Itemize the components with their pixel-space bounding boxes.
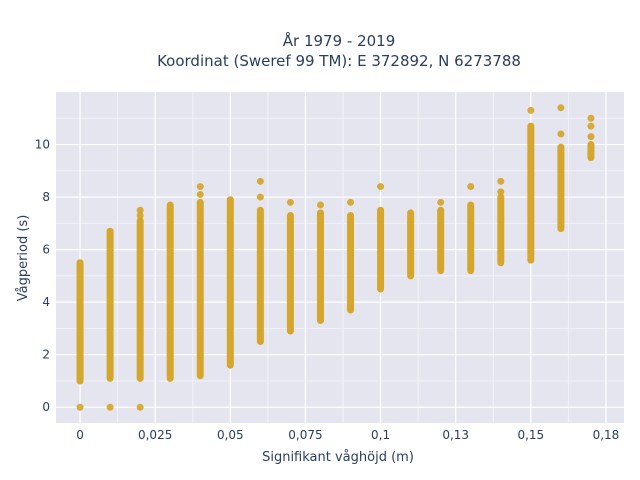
x-tick-label: 0,13 (442, 428, 469, 442)
data-point (587, 114, 595, 122)
y-tick-label: 2 (42, 348, 50, 362)
data-point (256, 193, 264, 201)
data-point (587, 122, 595, 130)
tick-labels: 0 2 4 6 8 10 0 0,025 0,05 0,075 0,1 0,13 0,15 0,18 (35, 138, 620, 442)
data-point (196, 190, 204, 198)
y-axis-title: Vågperiod (s) (16, 215, 31, 302)
data-point (76, 403, 84, 411)
data-point (106, 403, 114, 411)
data-point (467, 183, 475, 191)
y-tick-label: 6 (42, 243, 50, 257)
data-points (76, 104, 595, 411)
data-point (316, 201, 324, 209)
data-point (497, 177, 505, 185)
x-tick-label: 0,05 (217, 428, 244, 442)
data-point (557, 130, 565, 138)
x-axis-title: Signifikant våghöjd (m) (262, 450, 414, 465)
data-point (497, 188, 505, 196)
data-point (347, 198, 355, 206)
data-point (286, 198, 294, 206)
data-point (136, 211, 144, 219)
data-point (136, 206, 144, 214)
data-point (256, 177, 264, 185)
data-point (557, 104, 565, 112)
y-tick-label: 8 (42, 190, 50, 204)
y-tick-label: 10 (35, 138, 50, 152)
x-tick-label: 0,025 (138, 428, 172, 442)
y-tick-label: 4 (42, 295, 50, 309)
data-point (527, 106, 535, 114)
chart-title-line2: Koordinat (Sweref 99 TM): E 372892, N 62… (157, 52, 521, 70)
data-point (437, 198, 445, 206)
data-point (196, 183, 204, 191)
y-tick-label: 0 (42, 400, 50, 414)
chart-title-line1: År 1979 - 2019 (283, 31, 396, 50)
data-point (377, 183, 385, 191)
data-point (587, 133, 595, 141)
x-tick-label: 0 (76, 428, 84, 442)
x-tick-label: 0,15 (517, 428, 544, 442)
x-tick-label: 0,18 (593, 428, 620, 442)
x-tick-label: 0,1 (371, 428, 390, 442)
x-tick-label: 0,075 (288, 428, 322, 442)
data-point (136, 403, 144, 411)
